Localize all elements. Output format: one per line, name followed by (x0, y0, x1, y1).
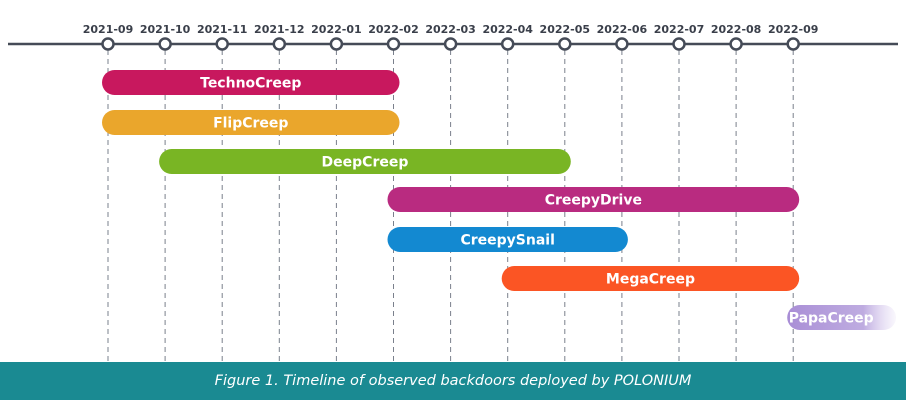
tick-label: 2022-02 (368, 23, 419, 36)
tick-label: 2021-10 (140, 23, 191, 36)
tick-marker (386, 37, 401, 51)
tick-marker (558, 37, 572, 51)
tick-label: 2021-12 (254, 23, 305, 36)
tick-marker (729, 37, 743, 51)
tick-label: 2022-06 (597, 23, 648, 36)
tick-marker (615, 37, 629, 51)
tick-marker (786, 37, 800, 51)
bar-label: CreepyDrive (545, 193, 642, 209)
tick-label: 2022-05 (540, 23, 591, 36)
tick-marker (672, 37, 686, 51)
tick-marker (272, 37, 287, 51)
timeline-chart: 2021-09 2021-10 2021-11 2021-12 2022-01 2022-… (8, 23, 898, 362)
tick-label: 2022-04 (482, 23, 533, 36)
bar-label: TechnoCreep (200, 76, 301, 92)
bar-creepydrive (387, 187, 800, 212)
tick-label: 2022-01 (311, 23, 362, 36)
tick-label: 2021-09 (83, 23, 134, 36)
bar-label: MegaCreep (606, 272, 695, 288)
bar-megacreep (501, 266, 800, 291)
bar-deepcreep (159, 149, 571, 174)
bar-technocreep (102, 70, 400, 95)
tick-label: 2022-03 (425, 23, 476, 36)
bar-flipcreep (102, 110, 400, 135)
tick-label: 2022-08 (711, 23, 762, 36)
bar-label: CreepySnail (460, 233, 554, 249)
caption-bar: Figure 1. Timeline of observed backdoors… (0, 362, 906, 400)
tick-marker (158, 37, 172, 51)
tick-label: 2022-07 (654, 23, 705, 36)
tick-marker (500, 37, 515, 51)
bar-label: FlipCreep (213, 116, 288, 132)
bar-papacreep (787, 305, 896, 330)
bar-label: PapaCreep (789, 311, 874, 327)
tick-marker (215, 37, 229, 51)
figure-caption: Figure 1. Timeline of observed backdoors… (214, 373, 692, 389)
tick-label: 2022-09 (768, 23, 819, 36)
tick-label: 2021-11 (197, 23, 248, 36)
tick-marker (443, 37, 458, 51)
bar-label: DeepCreep (322, 155, 409, 171)
tick-marker (329, 37, 344, 51)
tick-marker (101, 37, 115, 51)
bar-creepysnail (387, 227, 628, 252)
